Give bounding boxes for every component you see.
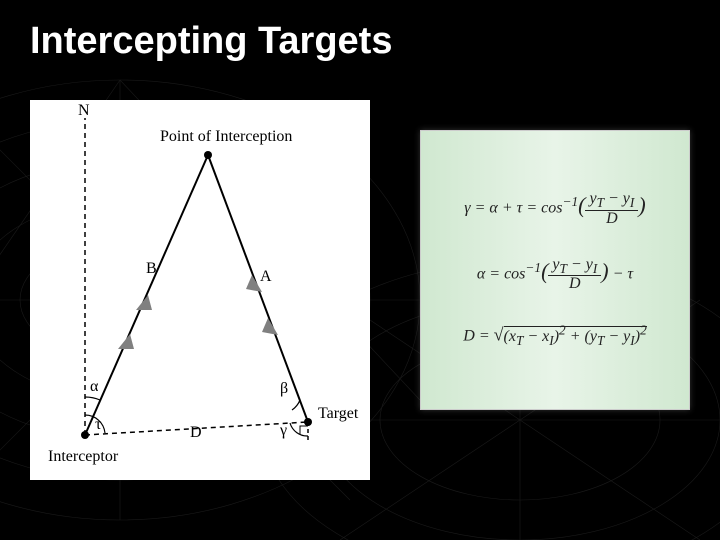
label-A: A (260, 268, 272, 286)
equations-panel: γ = α + τ = cos−1(yT − yID) α = cos−1(yT… (420, 130, 690, 410)
label-gamma: γ (280, 422, 287, 440)
label-beta: β (280, 380, 288, 398)
label-tau: τ (95, 416, 101, 434)
slide-title: Intercepting Targets (30, 20, 392, 63)
equation-D: D = √(xT − xI)2 + (yT − yI)2 (463, 322, 646, 349)
intercept-diagram: N Point of Interception B A α β τ γ D Ta… (30, 100, 370, 480)
label-interceptor: Interceptor (48, 448, 118, 466)
label-north: N (78, 102, 90, 120)
label-target: Target (318, 405, 358, 423)
label-alpha: α (90, 378, 98, 396)
label-B: B (146, 260, 157, 278)
label-D: D (190, 424, 202, 442)
equation-gamma: γ = α + τ = cos−1(yT − yID) (464, 191, 645, 227)
label-poi: Point of Interception (160, 128, 292, 146)
equation-alpha: α = cos−1(yT − yID) − τ (477, 257, 633, 293)
